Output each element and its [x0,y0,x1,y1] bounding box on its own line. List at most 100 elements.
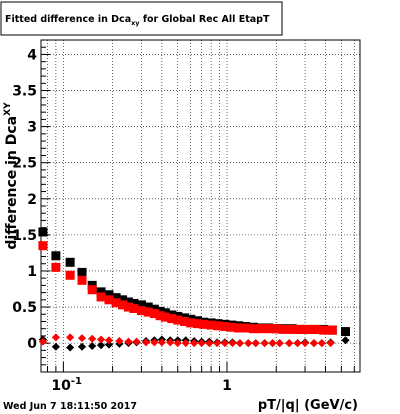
data-point [104,295,114,305]
data-point [317,339,326,348]
data-point [199,319,209,329]
data-point [311,324,321,334]
data-point [157,338,166,347]
data-point [319,325,329,335]
y-tick-label: 2.5 [12,156,37,172]
title-box: Fitted difference in Dcaxy for Global Re… [0,1,283,36]
y-tick-label: 1.5 [12,228,37,244]
data-point [213,321,223,331]
data-point [150,338,159,347]
data-point [96,292,106,302]
data-point [192,319,202,329]
data-point [302,324,312,334]
data-point [78,342,87,351]
data-point [220,322,230,332]
data-point [340,327,350,337]
data-point [124,337,133,346]
data-point [327,325,337,335]
data-point [255,324,265,334]
data-point [181,339,190,348]
data-point [51,251,61,261]
data-point [251,339,260,348]
data-point [301,339,310,348]
y-tick-label: 2 [27,192,37,208]
data-point [143,302,153,312]
data-point [77,275,87,285]
data-point [213,339,222,348]
data-point [97,341,106,350]
data-point [66,333,75,342]
data-point [197,339,206,348]
data-point [167,314,177,324]
footer-timestamp: Wed Jun 7 18:11:50 2017 [3,401,137,412]
data-point [234,323,244,333]
y-tick-label: 0 [27,336,37,352]
y-tick-label: 1 [27,264,37,280]
data-point [341,336,350,345]
series-3 [38,333,335,348]
data-point [118,295,128,305]
data-point [241,323,251,333]
data-point [38,337,47,346]
data-point [115,336,124,345]
data-point [111,298,121,308]
data-point [285,339,294,348]
data-point [244,339,253,348]
data-point [143,307,153,317]
data-point [104,290,114,300]
data-point [220,339,229,348]
data-point [326,339,335,348]
data-point [111,293,121,303]
data-point [104,336,113,345]
data-point [293,339,302,348]
y-tick-label: 0.5 [12,300,37,316]
y-tick-label: 3 [27,120,37,136]
data-point [38,227,48,237]
data-point [205,339,214,348]
data-point [118,300,128,310]
data-point [155,311,165,321]
data-point [136,306,146,316]
data-point [228,339,237,348]
data-point [51,262,61,272]
series-1 [38,241,337,335]
data-point [149,309,159,319]
data-point [123,302,133,312]
data-point [87,285,97,295]
data-point [206,320,216,330]
data-point [51,333,60,342]
data-point [38,241,48,251]
chart-title: Fitted difference in Dcaxy for Global Re… [5,14,270,27]
x-tick-label: 10-1 [51,376,82,394]
data-point [160,312,170,322]
data-point [65,270,75,280]
data-point [88,342,97,351]
data-point [142,338,151,347]
data-point [66,343,75,352]
data-point [275,339,284,348]
y-axis-label: difference in DcaXY [3,102,20,250]
data-point [235,339,244,348]
data-point [190,339,199,348]
data-point [104,340,113,349]
data-point [96,287,106,297]
data-point [132,337,141,346]
data-point [173,315,183,325]
data-point [227,322,237,332]
data-point [129,303,139,313]
data-point [268,339,277,348]
data-point [287,324,297,334]
data-point [264,324,274,334]
data-point [295,324,305,334]
data-point [186,318,196,328]
data-point [180,316,190,326]
y-tick-label: 3.5 [12,84,37,100]
x-axis-label: pT/|q| (GeV/c) [258,398,358,413]
data-point [136,300,146,310]
data-point [77,267,87,277]
data-point [97,335,106,344]
data-point [51,342,60,351]
y-tick-label: 4 [27,47,37,63]
